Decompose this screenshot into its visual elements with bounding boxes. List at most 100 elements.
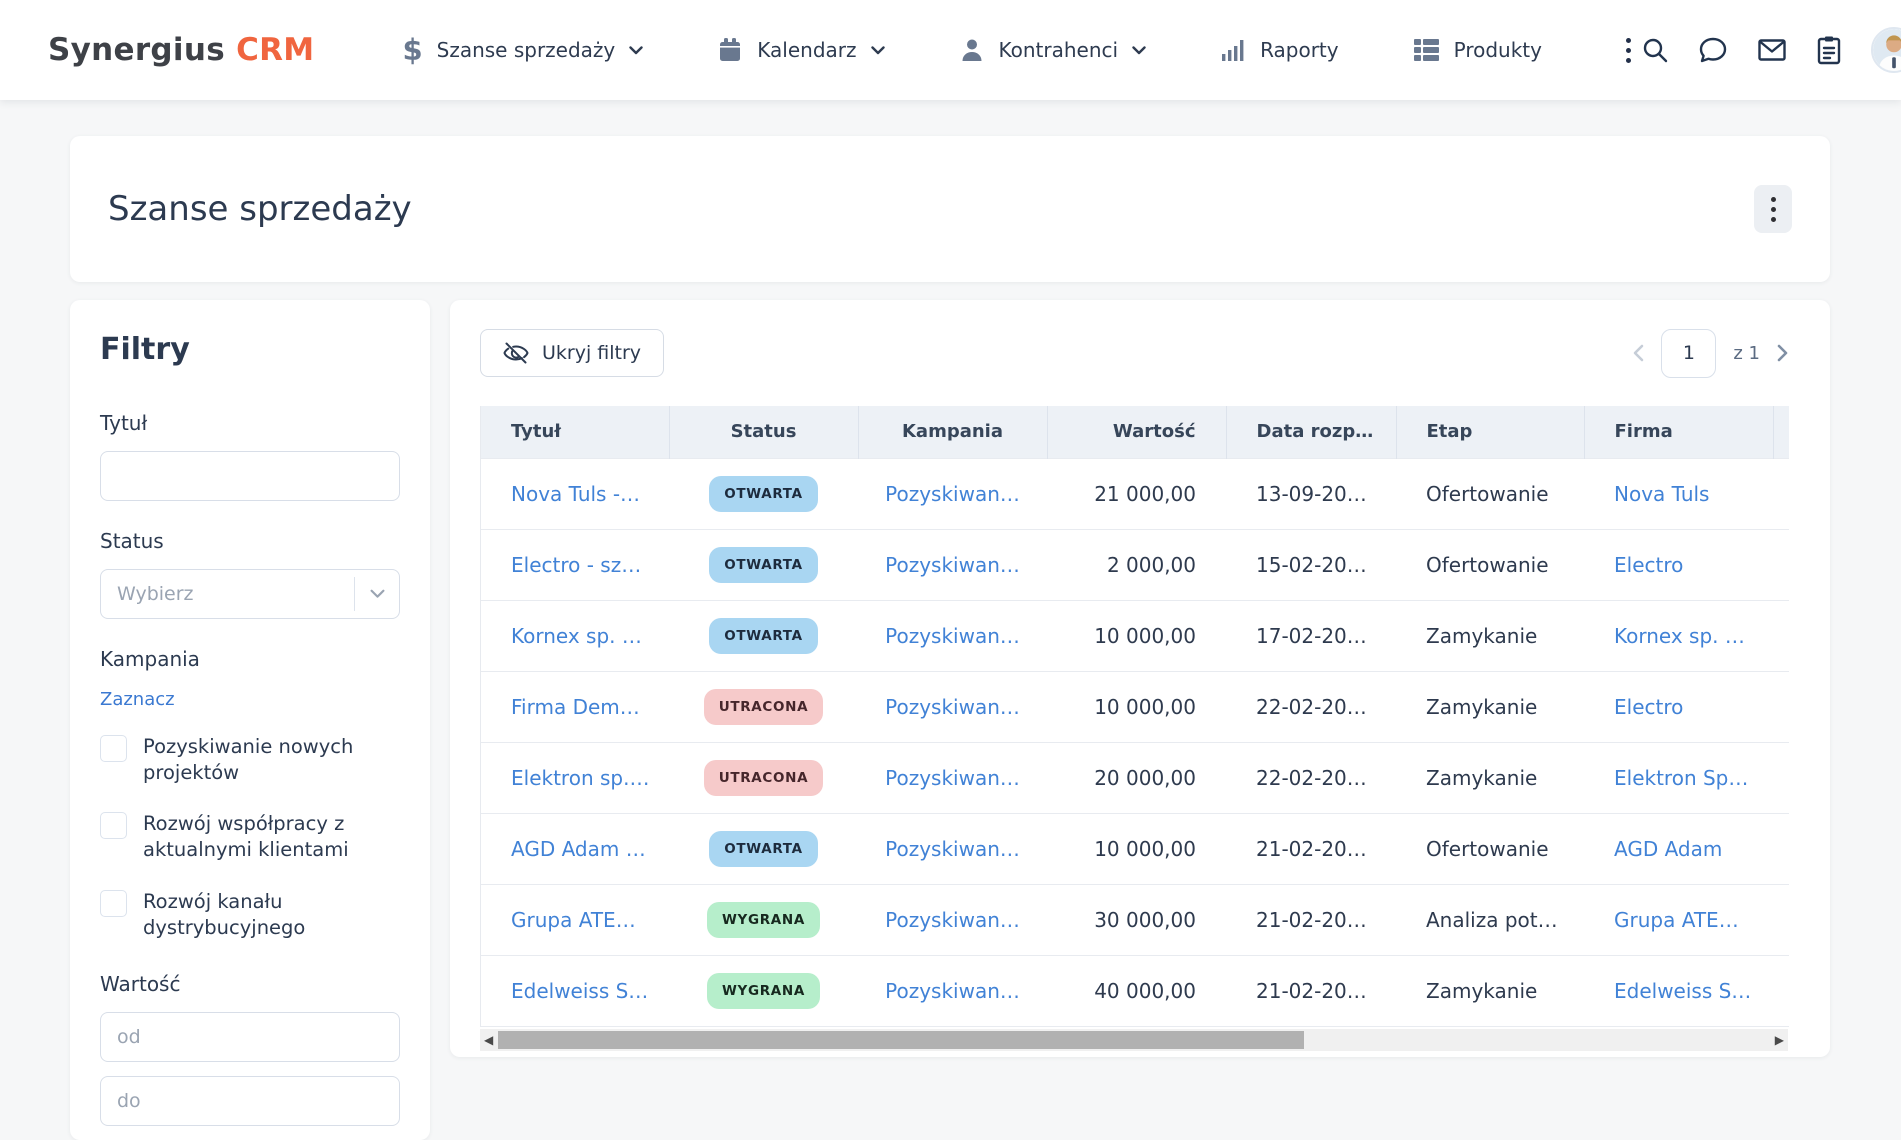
campaign-link[interactable]: Pozyskiwan…	[885, 481, 1020, 506]
value-cell: 2 000,00	[1047, 528, 1226, 600]
scroll-right-arrow-icon[interactable]: ▶	[1774, 1032, 1784, 1047]
more-menu-button[interactable]	[1616, 32, 1641, 69]
horizontal-scrollbar[interactable]: ◀ ▶	[480, 1028, 1788, 1051]
value-cell: 20 000,00	[1047, 741, 1226, 813]
chevron-down-icon	[629, 45, 643, 55]
opportunity-title-link[interactable]: Firma Dem…	[511, 694, 640, 719]
company-link[interactable]: Nova Tuls	[1614, 481, 1710, 506]
filter-title-input[interactable]	[100, 451, 400, 501]
user-icon	[959, 37, 985, 63]
filter-status-label: Status	[100, 529, 164, 553]
menu-item-raporty[interactable]: Raporty	[1220, 37, 1339, 63]
table-row[interactable]: Firma Dem… UTRACONA Pozyskiwan… 10 000,0…	[481, 670, 1789, 742]
campaign-option-label: Pozyskiwanie nowych projektów	[143, 735, 354, 784]
value-from-input[interactable]	[100, 1012, 400, 1063]
table-row[interactable]: Grupa ATE… WYGRANA Pozyskiwan… 30 000,00…	[481, 883, 1789, 955]
table-row[interactable]: Kornex sp. … OTWARTA Pozyskiwan… 10 000,…	[481, 599, 1789, 671]
clipboard-icon[interactable]	[1816, 35, 1842, 65]
column-header-data-rozp[interactable]: Data rozp…	[1225, 406, 1396, 458]
hide-filters-button[interactable]: Ukryj filtry	[480, 329, 665, 377]
campaign-link[interactable]: Pozyskiwan…	[885, 694, 1020, 719]
table-row[interactable]: Electro - sz… OTWARTA Pozyskiwan… 2 000,…	[481, 528, 1789, 600]
campaign-link[interactable]: Pozyskiwan…	[885, 978, 1020, 1003]
opportunity-title-link[interactable]: Nova Tuls -…	[511, 481, 641, 506]
scroll-left-arrow-icon[interactable]: ◀	[484, 1032, 494, 1047]
company-link[interactable]: Electro	[1614, 552, 1684, 577]
stage-cell: Ofertowanie	[1396, 812, 1584, 884]
campaign-checkbox-row[interactable]: Rozwój kanału dystrybucyjnego	[100, 889, 400, 940]
current-page-box[interactable]: 1	[1661, 328, 1717, 378]
opportunity-title-link[interactable]: AGD Adam …	[511, 836, 646, 861]
opportunities-tbody: Nova Tuls -… OTWARTA Pozyskiwan… 21 000,…	[481, 457, 1789, 1027]
table-row[interactable]: Elektron sp.… UTRACONA Pozyskiwan… 20 00…	[481, 741, 1789, 813]
mail-icon[interactable]	[1757, 37, 1787, 63]
table-row[interactable]: Edelweiss S… WYGRANA Pozyskiwan… 40 000,…	[481, 954, 1789, 1027]
campaign-link[interactable]: Pozyskiwan…	[885, 836, 1020, 861]
column-header-kampania[interactable]: Kampania	[857, 406, 1047, 458]
dollar-icon: $	[402, 32, 423, 67]
status-badge: OTWARTA	[709, 475, 818, 512]
opportunity-title-link[interactable]: Elektron sp.…	[511, 765, 650, 790]
brand-logo[interactable]: Synergius CRM	[48, 32, 314, 68]
search-icon[interactable]	[1641, 36, 1669, 64]
user-avatar[interactable]	[1870, 27, 1901, 73]
campaign-link[interactable]: Pozyskiwan…	[885, 552, 1020, 577]
pagination: 1 z 1	[1633, 328, 1788, 378]
filter-title-label: Tytuł	[100, 411, 148, 435]
opportunity-title-link[interactable]: Electro - sz…	[511, 552, 642, 577]
menu-item-szanse-sprzedazy[interactable]: $ Szanse sprzedaży	[402, 32, 643, 67]
campaign-option-label: Rozwój kanału dystrybucyjnego	[143, 889, 306, 939]
stage-cell: Zamykanie	[1396, 599, 1584, 671]
value-to-input[interactable]	[100, 1076, 400, 1127]
company-link[interactable]: Edelweiss S…	[1614, 978, 1752, 1003]
menu-item-kalendarz[interactable]: Kalendarz	[717, 37, 885, 63]
main-menu: $ Szanse sprzedaży Kalendarz Kontrahenci	[402, 32, 1641, 69]
campaign-checkbox-row[interactable]: Rozwój współpracy z aktualnymi klientami	[100, 811, 400, 862]
previous-page-icon[interactable]	[1633, 344, 1644, 362]
campaign-link[interactable]: Pozyskiwan…	[885, 907, 1020, 932]
company-link[interactable]: Elektron Sp…	[1614, 765, 1749, 790]
column-header-status[interactable]: Status	[668, 406, 858, 458]
campaign-link[interactable]: Pozyskiwan…	[885, 623, 1020, 648]
select-all-link[interactable]: Zaznacz	[100, 689, 175, 710]
next-page-icon[interactable]	[1777, 344, 1788, 362]
scrollbar-thumb[interactable]	[498, 1030, 1304, 1049]
bar-chart-icon	[1220, 37, 1246, 63]
company-link[interactable]: Grupa ATE…	[1614, 907, 1739, 932]
opportunity-title-link[interactable]: Grupa ATE…	[511, 907, 636, 932]
status-badge: OTWARTA	[709, 617, 818, 654]
company-link[interactable]: AGD Adam	[1614, 836, 1723, 861]
menu-item-produkty[interactable]: Produkty	[1413, 38, 1542, 62]
table-row[interactable]: AGD Adam … OTWARTA Pozyskiwan… 10 000,00…	[481, 812, 1789, 884]
page-title: Szanse sprzedaży	[108, 189, 412, 229]
table-row[interactable]: Nova Tuls -… OTWARTA Pozyskiwan… 21 000,…	[481, 457, 1789, 529]
page-actions-button[interactable]	[1754, 185, 1792, 233]
chevron-down-icon	[870, 45, 885, 55]
chat-icon[interactable]	[1698, 36, 1728, 64]
navbar-actions	[1641, 27, 1901, 73]
column-header-wartosc[interactable]: Wartość	[1046, 406, 1226, 458]
campaign-options-list: Pozyskiwanie nowych projektów Rozwój wsp…	[100, 734, 400, 940]
start-date-cell: 22-02-20…	[1226, 741, 1396, 813]
company-link[interactable]: Kornex sp. …	[1614, 623, 1745, 648]
status-select[interactable]: Wybierz	[100, 569, 400, 619]
checkbox[interactable]	[100, 889, 127, 917]
opportunity-title-link[interactable]: Edelweiss S…	[511, 978, 649, 1003]
checkbox[interactable]	[100, 735, 127, 762]
column-header-etap[interactable]: Etap	[1395, 406, 1584, 458]
checkbox[interactable]	[100, 812, 127, 840]
column-header-firma[interactable]: Firma	[1583, 406, 1773, 458]
opportunities-table-wrap: Tytuł Status Kampania Wartość Data rozp……	[480, 406, 1789, 1027]
filter-value-label: Wartość	[100, 972, 181, 997]
column-header-tytul[interactable]: Tytuł	[481, 406, 669, 458]
campaign-checkbox-row[interactable]: Pozyskiwanie nowych projektów	[100, 734, 400, 785]
opportunity-title-link[interactable]: Kornex sp. …	[511, 623, 642, 648]
menu-item-kontrahenci[interactable]: Kontrahenci	[959, 37, 1147, 63]
stage-cell: Zamykanie	[1396, 741, 1584, 813]
campaign-link[interactable]: Pozyskiwan…	[885, 765, 1020, 790]
company-link[interactable]: Electro	[1614, 694, 1684, 719]
stub-cell	[1773, 599, 1789, 671]
filters-heading: Filtry	[100, 332, 190, 367]
value-cell: 40 000,00	[1047, 954, 1226, 1027]
start-date-cell: 21-02-20…	[1226, 812, 1396, 884]
